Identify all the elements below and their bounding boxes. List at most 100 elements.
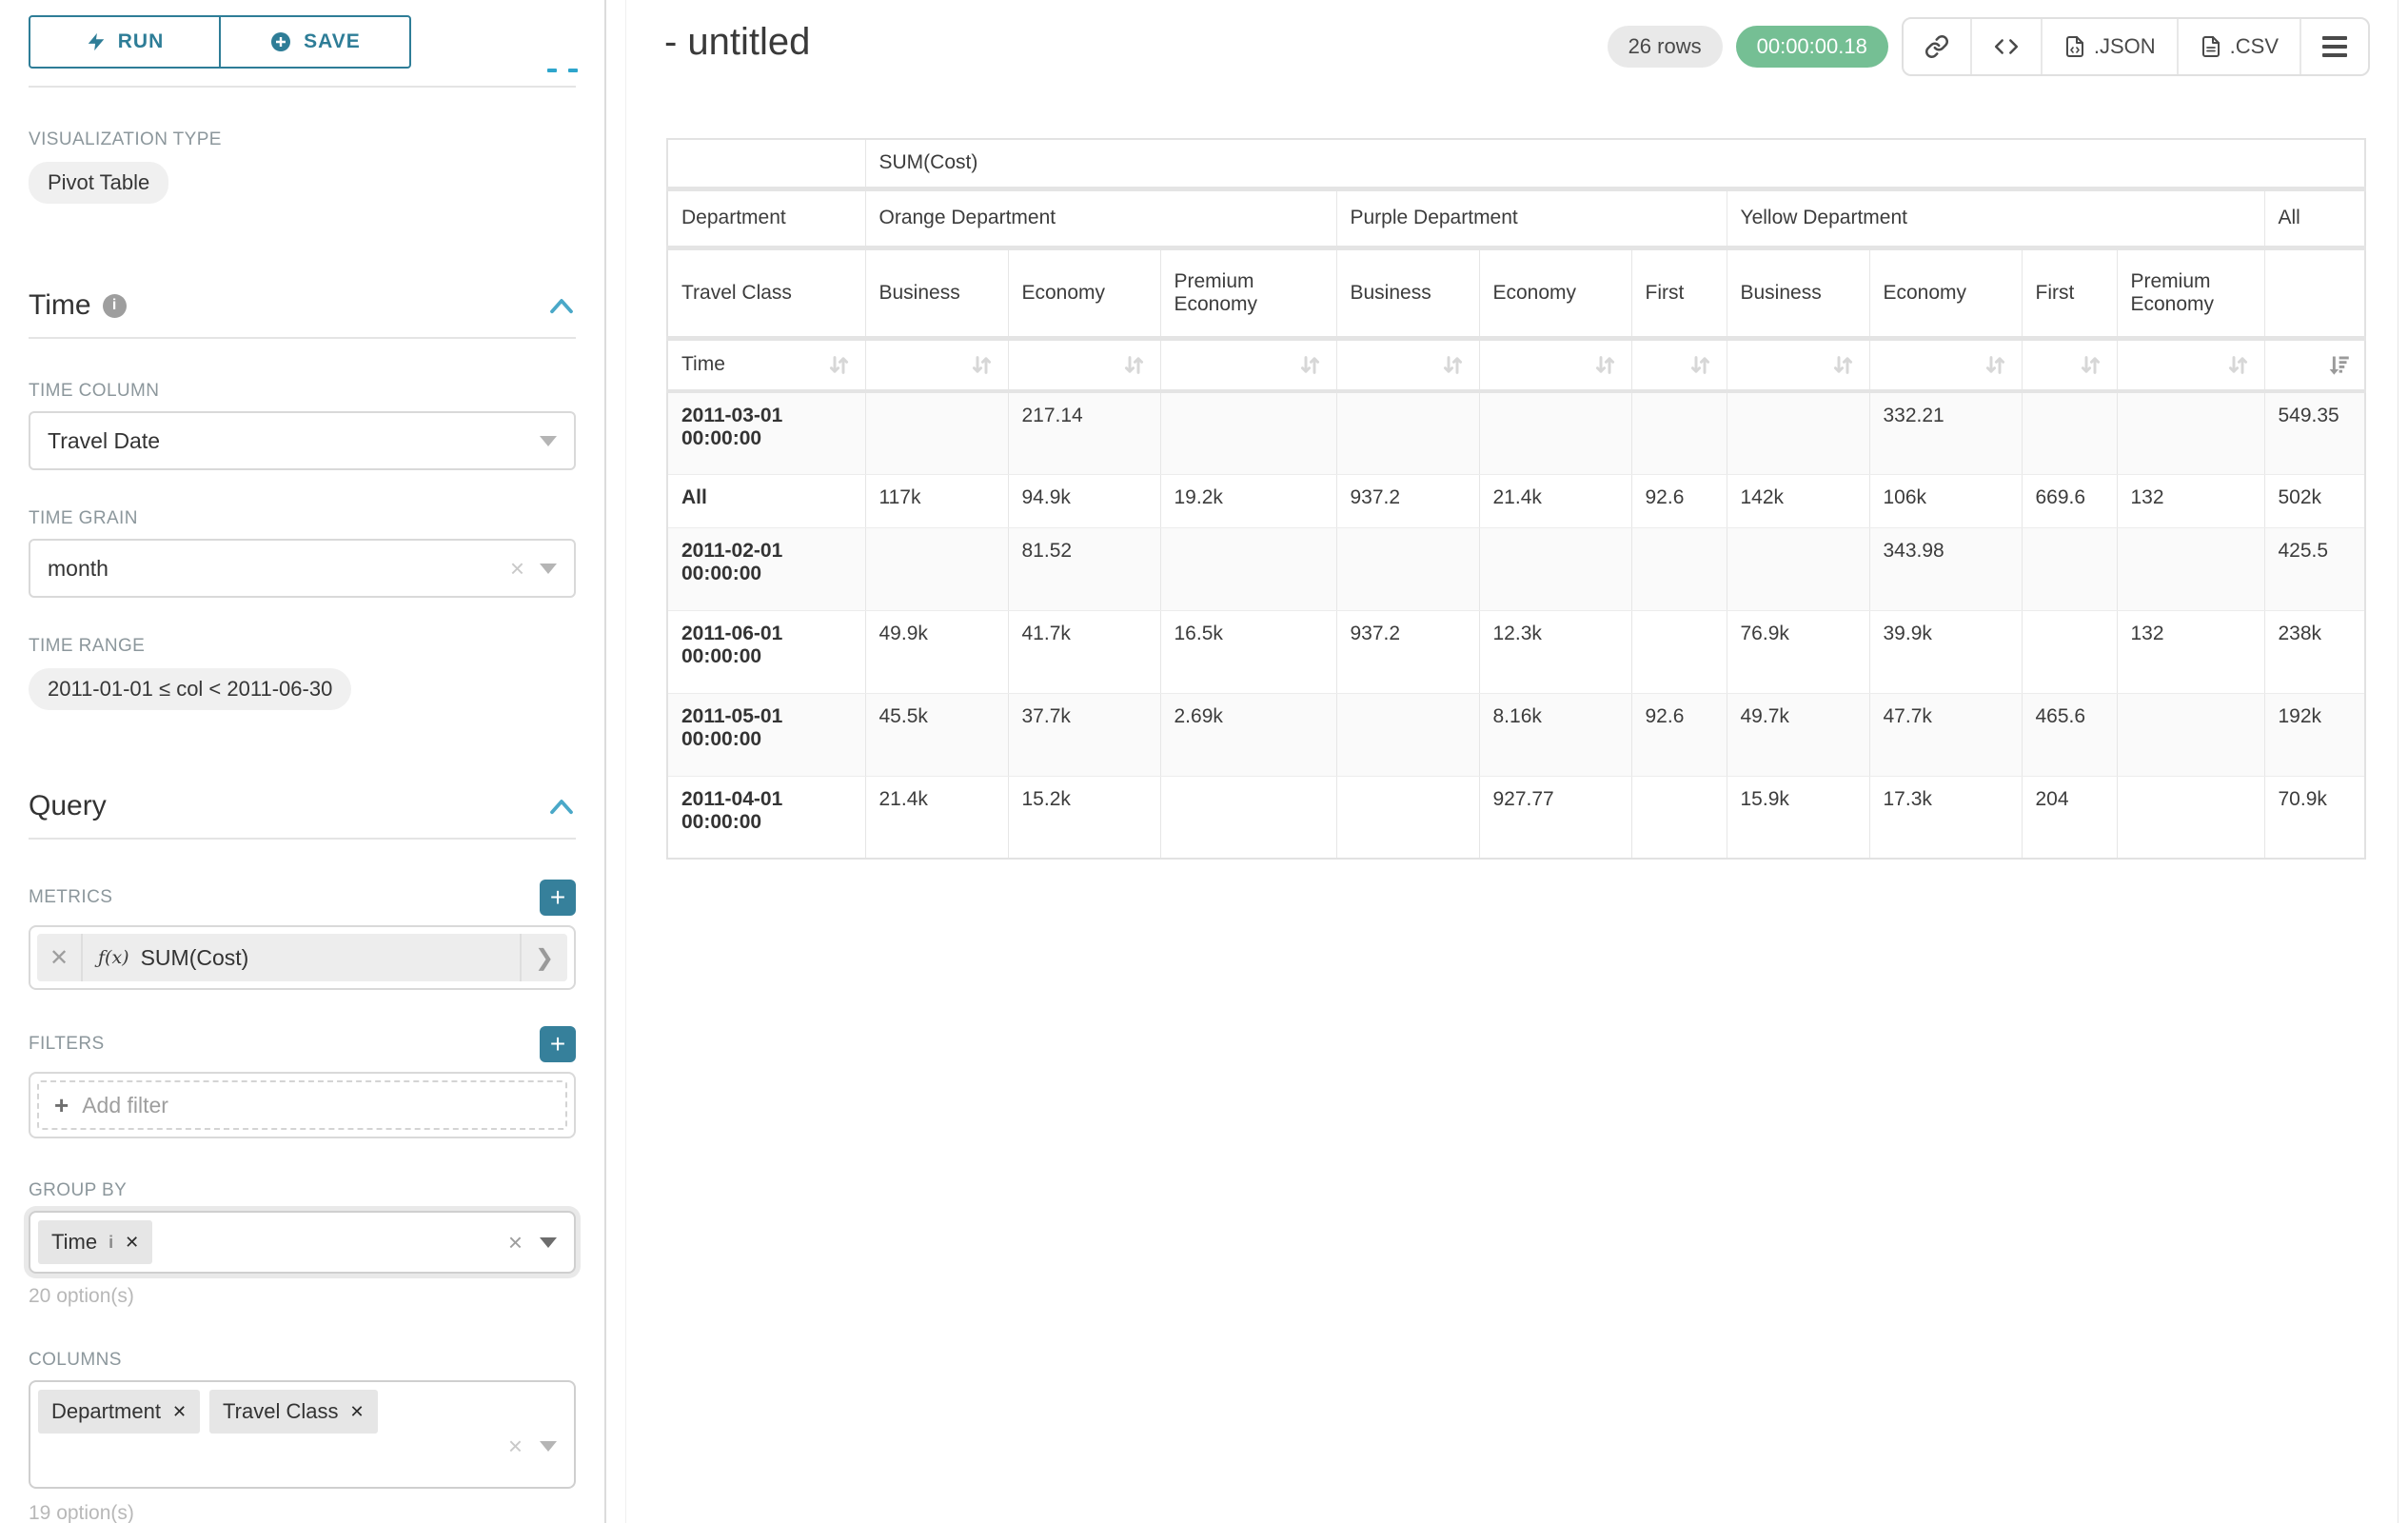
time-column-select[interactable]: Travel Date <box>29 411 576 470</box>
copy-link-button[interactable] <box>1904 19 1970 74</box>
export-json-label: .JSON <box>2093 34 2156 58</box>
metrics-label: METRICS <box>29 887 113 907</box>
add-filter-text: Add filter <box>82 1092 168 1118</box>
pivot-value-cell: 45.5k <box>864 693 1009 777</box>
time-axis-label[interactable]: Time <box>666 338 866 393</box>
remove-metric-icon[interactable]: ✕ <box>37 934 83 981</box>
sort-icon[interactable] <box>1688 352 1713 378</box>
chevron-right-icon[interactable]: ❯ <box>520 934 567 981</box>
sort-icon[interactable] <box>1297 352 1323 378</box>
chevron-up-icon[interactable] <box>547 796 576 817</box>
add-filter-dropzone[interactable]: + Add filter <box>37 1080 567 1130</box>
caret-down-icon[interactable] <box>540 1440 557 1452</box>
metric-header: SUM(Cost) <box>864 139 2366 191</box>
save-button[interactable]: SAVE <box>220 15 411 69</box>
csv-file-icon <box>2201 36 2220 57</box>
sort-icon[interactable] <box>1830 352 1856 378</box>
group-by-select[interactable]: Time i ✕ × <box>29 1211 576 1274</box>
pivot-value-cell <box>1335 776 1480 860</box>
clear-icon[interactable]: × <box>509 554 524 583</box>
pivot-value-cell <box>1159 527 1337 611</box>
row-count-badge: 26 rows <box>1607 26 1723 68</box>
sortable-column-header[interactable] <box>1007 338 1161 393</box>
add-metric-button[interactable]: + <box>540 880 576 916</box>
export-json-button[interactable]: .JSON <box>2040 19 2177 74</box>
sort-icon[interactable] <box>1440 352 1466 378</box>
pivot-value-cell <box>1335 527 1480 611</box>
pivot-value-cell <box>1630 776 1727 860</box>
chart-title[interactable]: - untitled <box>664 21 811 63</box>
panel-scrollbar-gutter[interactable] <box>608 0 626 1523</box>
chip-label: Time <box>51 1230 98 1254</box>
row-key: 2011-04-01 00:00:00 <box>666 776 866 860</box>
columns-select[interactable]: Department ✕ Travel Class ✕ × <box>29 1380 576 1489</box>
run-button[interactable]: RUN <box>29 15 220 69</box>
pivot-value-cell: 117k <box>864 474 1009 528</box>
travel-class-header: Business <box>1335 247 1480 341</box>
clear-icon[interactable]: × <box>507 1432 523 1460</box>
travel-class-header: Premium Economy <box>1159 247 1337 341</box>
metric-item[interactable]: ✕ ƒ(x) SUM(Cost) ❯ <box>37 934 567 981</box>
sort-icon[interactable] <box>2225 352 2251 378</box>
chip-label: Travel Class <box>223 1399 339 1423</box>
sort-icon[interactable] <box>1121 352 1147 378</box>
sort-icon[interactable] <box>1592 352 1618 378</box>
sort-icon[interactable] <box>826 352 852 378</box>
sortable-column-header[interactable] <box>1868 338 2023 393</box>
add-filter-button[interactable]: + <box>540 1026 576 1062</box>
sort-icon[interactable] <box>1983 352 2008 378</box>
query-section-header[interactable]: Query <box>29 790 576 822</box>
chevron-up-icon[interactable] <box>547 295 576 316</box>
time-section-header[interactable]: Time i <box>29 289 576 322</box>
pivot-value-cell: 927.77 <box>1478 776 1632 860</box>
sort-desc-active-icon[interactable] <box>2325 352 2351 378</box>
sortable-column-header[interactable] <box>2263 338 2366 393</box>
remove-chip-icon[interactable]: ✕ <box>349 1401 365 1421</box>
pivot-value-cell: 37.7k <box>1007 693 1161 777</box>
sortable-column-header[interactable] <box>1159 338 1337 393</box>
columns-options-hint: 19 option(s) <box>29 1502 134 1523</box>
pivot-value-cell: 2.69k <box>1159 693 1337 777</box>
pivot-value-cell: 76.9k <box>1726 610 1870 694</box>
pivot-value-cell <box>2116 527 2265 611</box>
sortable-column-header[interactable] <box>2116 338 2265 393</box>
group-by-label: GROUP BY <box>29 1180 128 1200</box>
sort-icon[interactable] <box>969 352 995 378</box>
control-panel: RUN SAVE Chart Type VISUALIZATION TYPE P… <box>0 0 606 1523</box>
caret-down-icon[interactable] <box>540 1236 557 1248</box>
remove-chip-icon[interactable]: ✕ <box>171 1401 188 1421</box>
sortable-column-header[interactable] <box>2021 338 2118 393</box>
sortable-column-header[interactable] <box>1478 338 1632 393</box>
time-grain-label: TIME GRAIN <box>29 508 138 528</box>
selected-option-chip[interactable]: Time i ✕ <box>38 1220 153 1264</box>
selected-option-chip[interactable]: Department ✕ <box>38 1390 201 1434</box>
clear-icon[interactable]: × <box>507 1228 523 1256</box>
remove-chip-icon[interactable]: ✕ <box>125 1232 140 1252</box>
caret-down-icon[interactable] <box>540 435 557 446</box>
panel-drag-handle[interactable] <box>547 69 578 72</box>
sortable-column-header[interactable] <box>1335 338 1480 393</box>
pivot-value-cell: 70.9k <box>2263 776 2366 860</box>
sortable-column-header[interactable] <box>864 338 1009 393</box>
export-button-group: .JSON .CSV <box>1901 17 2370 76</box>
pivot-value-cell: 425.5 <box>2263 527 2366 611</box>
sort-icon[interactable] <box>2078 352 2103 378</box>
pivot-value-cell <box>864 391 1009 475</box>
export-csv-button[interactable]: .CSV <box>2176 19 2299 74</box>
plus-circle-icon <box>271 32 291 51</box>
pivot-value-cell <box>2021 610 2118 694</box>
pivot-value-cell: 937.2 <box>1335 610 1480 694</box>
sortable-column-header[interactable] <box>1726 338 1870 393</box>
caret-down-icon[interactable] <box>540 563 557 574</box>
sortable-column-header[interactable] <box>1630 338 1727 393</box>
time-column-label: TIME COLUMN <box>29 381 160 401</box>
selected-option-chip[interactable]: Travel Class ✕ <box>209 1390 378 1434</box>
visualization-type-value[interactable]: Pivot Table <box>29 162 169 204</box>
pivot-value-cell <box>1159 776 1337 860</box>
time-range-value[interactable]: 2011-01-01 ≤ col < 2011-06-30 <box>29 668 352 710</box>
pivot-value-cell: 465.6 <box>2021 693 2118 777</box>
metric-header-row: SUM(Cost) <box>666 139 2366 191</box>
embed-code-button[interactable] <box>1969 19 2041 74</box>
more-options-button[interactable] <box>2299 19 2368 74</box>
time-grain-select[interactable]: month × <box>29 539 576 598</box>
